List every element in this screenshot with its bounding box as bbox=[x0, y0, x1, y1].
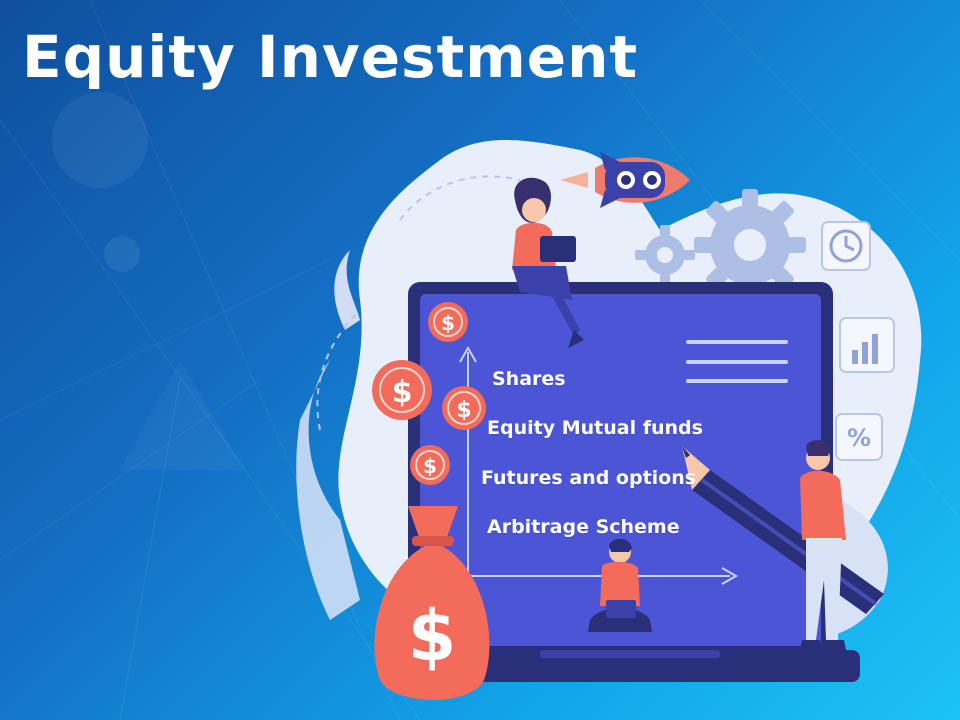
svg-text:%: % bbox=[847, 424, 871, 452]
sitting-person-figure bbox=[588, 538, 652, 632]
svg-text:$: $ bbox=[423, 454, 437, 478]
dollar-coin-icon: $ bbox=[442, 386, 486, 430]
page-title: Equity Investment bbox=[22, 23, 639, 91]
svg-text:$: $ bbox=[456, 398, 471, 423]
man-figure bbox=[800, 440, 846, 650]
dollar-coin-icon: $ bbox=[372, 360, 432, 420]
percent-icon: % bbox=[835, 413, 883, 461]
money-bag-icon: $ bbox=[374, 506, 490, 700]
rocket-icon bbox=[560, 152, 690, 208]
dollar-coin-icon: $ bbox=[428, 302, 468, 342]
gear-icon bbox=[635, 189, 806, 301]
svg-text:$: $ bbox=[408, 595, 457, 677]
dollar-coin-icon: $ bbox=[410, 445, 450, 485]
clock-icon bbox=[821, 221, 871, 271]
woman-figure bbox=[512, 177, 584, 348]
svg-text:$: $ bbox=[392, 375, 413, 410]
bar-chart-icon bbox=[839, 317, 895, 373]
svg-text:$: $ bbox=[441, 311, 455, 335]
